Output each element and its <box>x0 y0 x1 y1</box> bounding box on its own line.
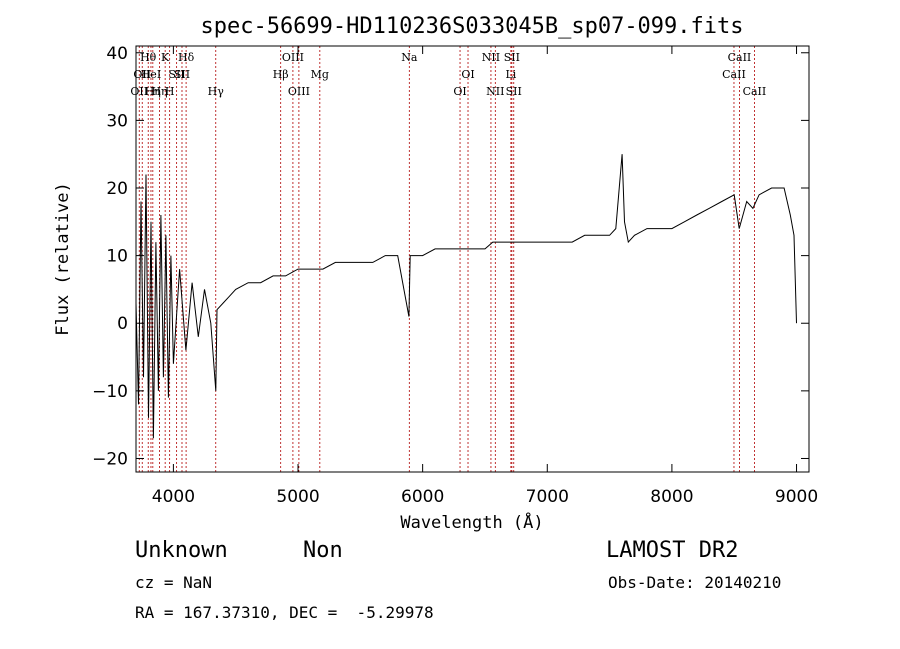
line-marker-label: CaII <box>722 68 746 81</box>
y-tick-label: 30 <box>106 111 128 131</box>
object-subclass: Non <box>303 538 343 563</box>
line-marker-label: Hδ <box>178 51 195 64</box>
line-marker-label: K <box>161 51 170 64</box>
line-marker-label: CaII <box>743 85 767 98</box>
survey-name: LAMOST DR2 <box>606 538 739 563</box>
chart-title: spec-56699-HD110236S033045B_sp07-099.fit… <box>200 14 743 39</box>
line-marker-label: SII <box>506 85 522 98</box>
line-marker-label: Hθ <box>140 51 157 64</box>
emission-line-labels: OIIOIIHθHeIHηHηKHSIISIIHδHγHβOIIIOIIIMgN… <box>130 51 766 98</box>
x-tick-label: 7000 <box>526 487 569 507</box>
y-axis-label: Flux (relative) <box>53 182 73 336</box>
line-marker-label: Hβ <box>273 68 289 81</box>
x-axis-label: Wavelength (Å) <box>400 511 543 533</box>
line-marker-label: NII <box>482 51 500 64</box>
line-marker-label: Hη <box>145 85 161 98</box>
obs-date: Obs-Date: 20140210 <box>608 573 782 592</box>
line-marker-label: CaII <box>728 51 752 64</box>
plot-frame <box>135 45 810 473</box>
line-marker-label: SII <box>174 68 190 81</box>
line-marker-label: H <box>165 85 175 98</box>
emission-line-markers <box>138 46 755 472</box>
object-class: Unknown <box>135 538 228 563</box>
spectrum-line <box>135 154 797 439</box>
y-tick-label: −20 <box>92 449 128 469</box>
line-marker-label: Hγ <box>208 85 225 98</box>
line-marker-label: HeI <box>141 68 161 81</box>
line-marker-label: OIII <box>282 51 304 64</box>
x-tick-label: 8000 <box>650 487 693 507</box>
line-marker-label: Hη <box>151 85 167 98</box>
line-marker-label: OIII <box>288 85 310 98</box>
x-tick-label: 5000 <box>276 487 319 507</box>
line-marker-label: OI <box>461 68 474 81</box>
line-marker-label: Li <box>505 68 516 81</box>
line-marker-label: SII <box>169 68 185 81</box>
line-marker-label: NII <box>486 85 504 98</box>
line-marker-label: Mg <box>311 68 329 81</box>
y-tick-label: 20 <box>106 179 128 199</box>
line-marker-label: OII <box>133 68 151 81</box>
y-tick-label: −10 <box>92 382 128 402</box>
line-marker-label: OI <box>453 85 466 98</box>
line-marker-label: Na <box>401 51 418 64</box>
y-tick-label: 40 <box>106 44 128 64</box>
x-tick-label: 9000 <box>775 487 818 507</box>
x-tick-label: 6000 <box>401 487 444 507</box>
coordinates: RA = 167.37310, DEC = -5.29978 <box>135 603 434 622</box>
x-axis-ticks: 4000 5000 6000 7000 8000 9000 <box>152 46 818 507</box>
y-axis-ticks: −20 −10 0 10 20 30 40 <box>92 44 809 469</box>
x-tick-label: 4000 <box>152 487 195 507</box>
line-marker-label: SII <box>504 51 520 64</box>
line-marker-label: OII <box>130 85 148 98</box>
y-tick-label: 10 <box>106 247 128 267</box>
cz-value: cz = NaN <box>135 573 213 592</box>
y-tick-label: 0 <box>117 314 128 334</box>
